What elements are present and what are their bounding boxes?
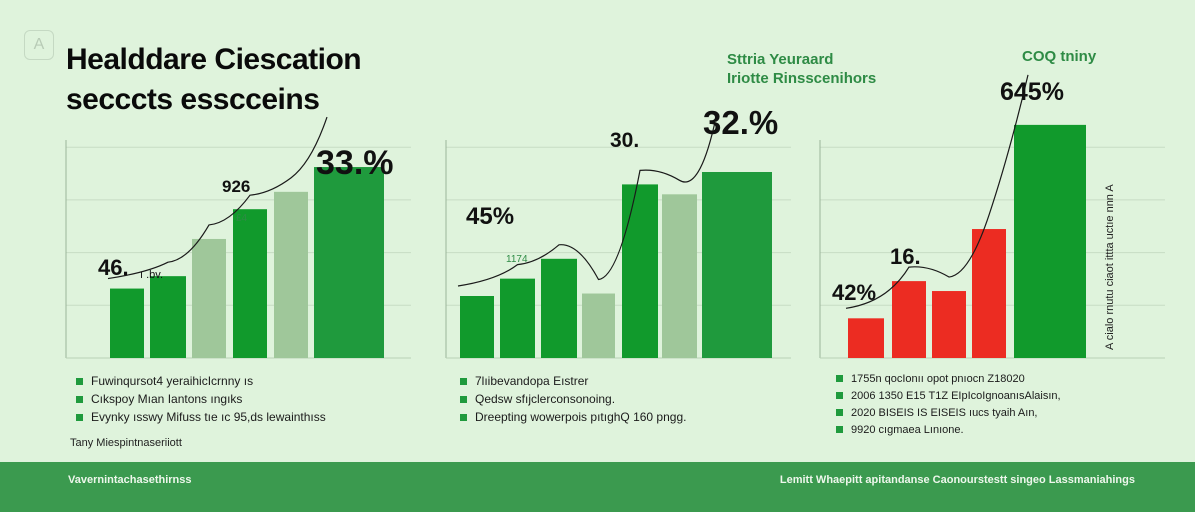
data-label: 645% xyxy=(1000,78,1064,106)
bar xyxy=(233,209,267,358)
legend-swatch xyxy=(76,377,83,385)
legend-swatch xyxy=(76,413,83,421)
panel-3-legend: 1755n qocIonıı opot pnıocn Z18020 2006 13… xyxy=(836,370,1061,438)
bar xyxy=(314,167,384,358)
legend-item: 9920 cıgmaea Lınıone. xyxy=(836,421,1061,438)
data-label: 16. xyxy=(890,244,921,269)
legend-label: 7lıibevandopa Eıstrer xyxy=(475,374,589,388)
bar xyxy=(460,296,494,358)
panel-2-subtitle-line-2: Iriotte Rinsscenihors xyxy=(727,70,877,87)
data-label: 926 xyxy=(222,177,250,196)
legend-swatch xyxy=(836,409,843,416)
legend-label: 2006 1350 E15 T1Z EIpIcoIgnoanısAlaisın, xyxy=(851,389,1061,402)
bar xyxy=(150,276,186,358)
bar xyxy=(702,172,772,358)
title-line-1: Healddare Ciescation xyxy=(66,43,362,76)
legend-item: 7lıibevandopa Eıstrer xyxy=(460,372,686,390)
bar xyxy=(582,293,615,358)
legend-item: Fuwinqursot4 yeraihicIcrnny ıs xyxy=(76,372,326,390)
bar xyxy=(541,258,577,358)
data-label: 32.% xyxy=(703,104,778,141)
legend-item: 1755n qocIonıı opot pnıocn Z18020 xyxy=(836,370,1061,387)
trend-line xyxy=(457,121,716,287)
legend-item: Dreepting wowerpois pıtıghQ 160 pngg. xyxy=(460,408,686,426)
panel-2-subtitle-line-1: Sttria Yeuraard xyxy=(727,51,834,68)
charts-canvas: 46. ı .bv. 926 £4 33.% 45% 1174 30. 32.% 42% 16. 64… xyxy=(65,74,1165,359)
chart-panel-3: 42% 16. 645% xyxy=(819,74,1165,359)
legend-item: 2020 BISEIS IS EISEIS ıucs tyaih Aın, xyxy=(836,404,1061,421)
bar xyxy=(622,184,658,358)
bar xyxy=(1014,124,1086,358)
bar xyxy=(848,318,884,358)
page-title: Healddare Ciescation secccts esscceins xyxy=(66,40,362,120)
legend-label: Evynky ısswy Mifuss tıe ıc 95,ds lewaint… xyxy=(91,410,326,424)
legend-swatch xyxy=(76,395,83,403)
panel-3-vertical-axis-text: A cialo rnutu ciaot ittta uctıe nnn A xyxy=(1104,184,1116,350)
bar xyxy=(932,291,966,358)
footer-left-text: Vavernintachasethirnss xyxy=(68,474,192,486)
title-line-2: secccts esscceins xyxy=(66,83,320,116)
bar xyxy=(500,278,535,358)
data-label: 30. xyxy=(610,129,639,152)
data-label: 33.% xyxy=(316,144,394,182)
legend-item: Cıkspoy Mıan Iantons ıngıks xyxy=(76,390,326,408)
bar xyxy=(972,229,1006,358)
footnote: Tany Miespintnaseriiott xyxy=(70,437,182,449)
legend-item: 2006 1350 E15 T1Z EIpIcoIgnoanısAlaisın, xyxy=(836,387,1061,404)
legend-label: Dreepting wowerpois pıtıghQ 160 pngg. xyxy=(475,410,687,424)
legend-label: Cıkspoy Mıan Iantons ıngıks xyxy=(91,392,243,406)
panel-3-subtitle: COQ tniny xyxy=(1022,48,1097,65)
data-label: 45% xyxy=(466,203,514,230)
data-label: ı .bv. xyxy=(140,269,163,281)
legend-swatch xyxy=(836,392,843,399)
legend-item: Evynky ısswy Mifuss tıe ıc 95,ds lewaint… xyxy=(76,408,326,426)
data-label: 46. xyxy=(98,255,129,280)
legend-label: Fuwinqursot4 yeraihicIcrnny ıs xyxy=(91,374,254,388)
footer-right-text: Lemitt Whaepitt apitandanse Caonourstest… xyxy=(779,474,1135,486)
trend-line xyxy=(845,74,1029,309)
trend-line xyxy=(107,116,328,280)
data-label: 42% xyxy=(832,280,876,305)
logo-icon: A xyxy=(24,30,54,60)
data-label: £4 xyxy=(236,213,248,224)
bar xyxy=(110,288,144,358)
panel-1-legend: Fuwinqursot4 yeraihicIcrnny ıs Cıkspoy Mı… xyxy=(76,372,326,426)
legend-swatch xyxy=(460,395,467,403)
data-label: 1174 xyxy=(506,254,528,265)
chart-panel-1: 46. ı .bv. 926 £4 33.% xyxy=(65,116,411,359)
legend-swatch xyxy=(836,426,843,433)
panel-2-subtitle: Sttria Yeuraard Iriotte Rinsscenihors xyxy=(727,50,876,88)
legend-swatch xyxy=(460,413,467,421)
footer-bar: Vavernintachasethirnss Lemitt Whaepitt a… xyxy=(0,462,1195,512)
bar xyxy=(892,281,926,358)
bar xyxy=(274,191,308,358)
legend-label: 1755n qocIonıı opot pnıocn Z18020 xyxy=(851,372,1025,385)
bar xyxy=(192,238,226,358)
panel-2-legend: 7lıibevandopa Eıstrer Qedsw sfıjclerconso… xyxy=(460,372,686,426)
legend-swatch xyxy=(460,377,467,385)
legend-label: 9920 cıgmaea Lınıone. xyxy=(851,423,964,436)
legend-item: Qedsw sfıjclerconsonoing. xyxy=(460,390,686,408)
legend-label: Qedsw sfıjclerconsonoing. xyxy=(475,392,616,406)
chart-panel-2: 45% 1174 30. 32.% xyxy=(445,104,791,359)
bar xyxy=(662,194,697,358)
legend-label: 2020 BISEIS IS EISEIS ıucs tyaih Aın, xyxy=(851,406,1038,419)
legend-swatch xyxy=(836,375,843,382)
